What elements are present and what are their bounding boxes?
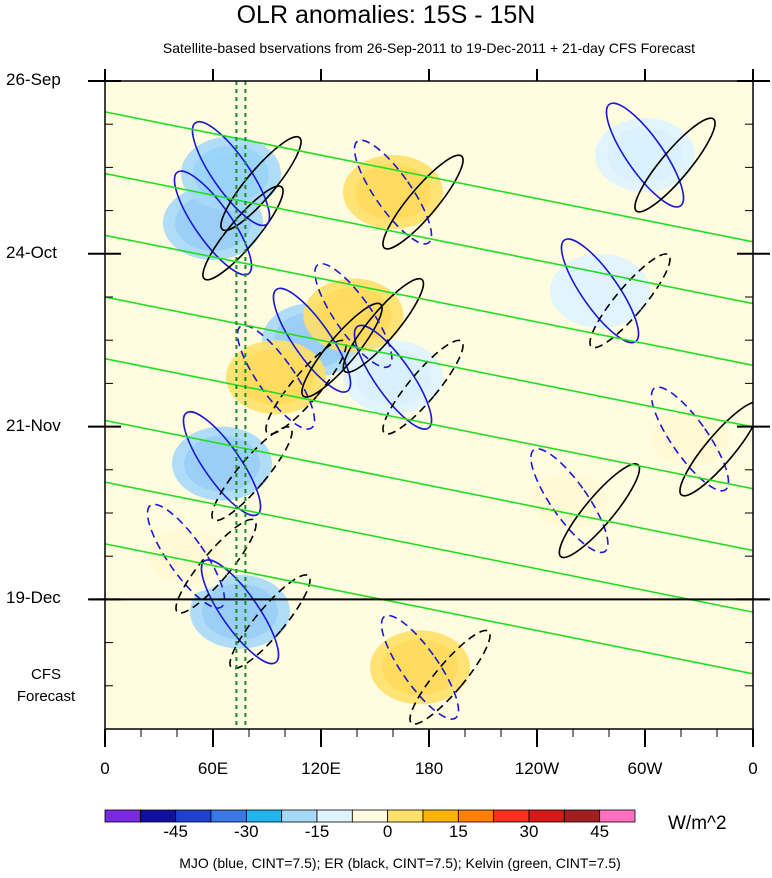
colorbar-label-6: 45 [590,822,610,841]
colorbar-unit: W/m^2 [668,813,727,834]
mjo-contour-7 [236,324,316,430]
anomaly-cell-8-1 [343,155,443,230]
y-tick-label-2: 21-Nov [6,415,61,435]
colorbar-label-0: -45 [163,822,188,841]
x-tick-label-5: 60W [627,759,663,778]
anomaly-cell-14-1 [595,118,695,193]
er-contour-13 [589,253,671,349]
colorbar-label-4: 15 [448,822,468,841]
mjo-contour-14 [605,102,685,208]
er-contour-14 [634,117,716,213]
kelvin-contour-0 [105,111,753,243]
kelvin-contour-2 [105,234,753,367]
kelvin-contour-1 [105,172,753,305]
er-contour-10 [558,463,641,559]
colorbar-swatch-3 [210,809,247,823]
chart-subtitle: Satellite-based bservations from 26-Sep-… [162,40,696,56]
colorbar-swatch-12 [528,809,565,823]
kelvin-contour-3 [105,296,753,428]
mjo-contour-12 [650,386,730,492]
er-contour-1 [211,425,293,522]
x-tick-label-6: 0 [748,759,758,778]
er-contour-7 [265,339,347,435]
kelvin-contour-5 [105,419,753,552]
forecast-label-line-2: Forecast [16,688,76,705]
y-tick-label-3: 19-Dec [6,588,61,608]
anomaly-cell-11-1 [136,519,236,594]
colorbar-swatch-2 [175,809,212,823]
mjo-contour-8 [353,139,433,245]
er-contour-9 [409,629,491,725]
anomaly-cell-5-1 [343,340,443,415]
colorbar-swatch-7 [351,809,389,823]
y-tick-label-1: 24-Oct [6,242,58,262]
colorbar-label-2: -15 [304,822,330,841]
anomaly-cell-9-1 [370,630,470,705]
anomaly-cell-1-1 [172,426,272,501]
anomaly-cell-4-1 [181,136,281,211]
colorbar-swatch-14 [599,809,636,823]
mjo-contour-11 [146,503,226,609]
colorbar-label-1: -30 [234,822,259,841]
forecast-label: CFS Forecast [6,664,86,708]
mjo-contour-9 [380,614,460,720]
colorbar-swatch-6 [316,809,353,823]
colorbar-swatch-11 [493,809,530,823]
er-contour-6 [342,277,425,374]
anomaly-cell-13-1 [550,253,650,328]
legend-footnote: MJO (blue, CINT=7.5); ER (black, CINT=7.… [179,855,621,871]
chart-title: OLR anomalies: 15S - 15N [236,1,536,29]
colorbar-label-3: 0 [382,822,393,841]
colorbar-swatch-0 [104,809,141,823]
mjo-contour-3 [200,559,280,665]
mjo-contour-0 [173,170,253,276]
colorbar-swatch-8 [387,809,424,823]
anomaly-cell-12-1 [640,401,740,476]
x-tick-label-4: 120W [514,759,560,778]
er-contour-5 [382,339,464,435]
mjo-contour-1 [182,411,262,517]
y-tick-label-0: 26-Sep [6,70,61,89]
colorbar-swatch-9 [422,809,459,823]
mjo-contour-2 [272,287,352,393]
forecast-label-line-1: CFS [31,666,61,683]
x-tick-label-1: 60E [197,759,229,778]
colorbar-swatch-5 [281,809,318,823]
er-contour-4 [220,135,302,232]
er-contour-0 [202,185,284,281]
kelvin-contour-7 [105,543,753,675]
mjo-contour-6 [314,262,393,369]
x-tick-label-3: 180 [414,759,444,778]
anomaly-cell-7-1 [226,340,326,415]
er-contour-2 [301,302,383,398]
x-tick-label-0: 0 [100,759,110,778]
colorbar-swatch-1 [139,809,177,823]
colorbar-swatch-10 [457,809,495,823]
colorbar-swatch-4 [245,809,283,823]
kelvin-contour-6 [105,481,753,613]
colorbar-swatch-13 [563,809,601,823]
er-contour-12 [679,401,753,497]
anomaly-cell-3-1 [190,574,290,649]
kelvin-contour-4 [105,357,753,490]
er-contour-3 [229,574,311,670]
er-contour-11 [175,518,257,614]
colorbar-label-5: 30 [519,822,539,841]
mjo-contour-5 [353,324,433,430]
er-contour-8 [382,154,464,250]
x-tick-label-2: 120E [301,759,341,778]
